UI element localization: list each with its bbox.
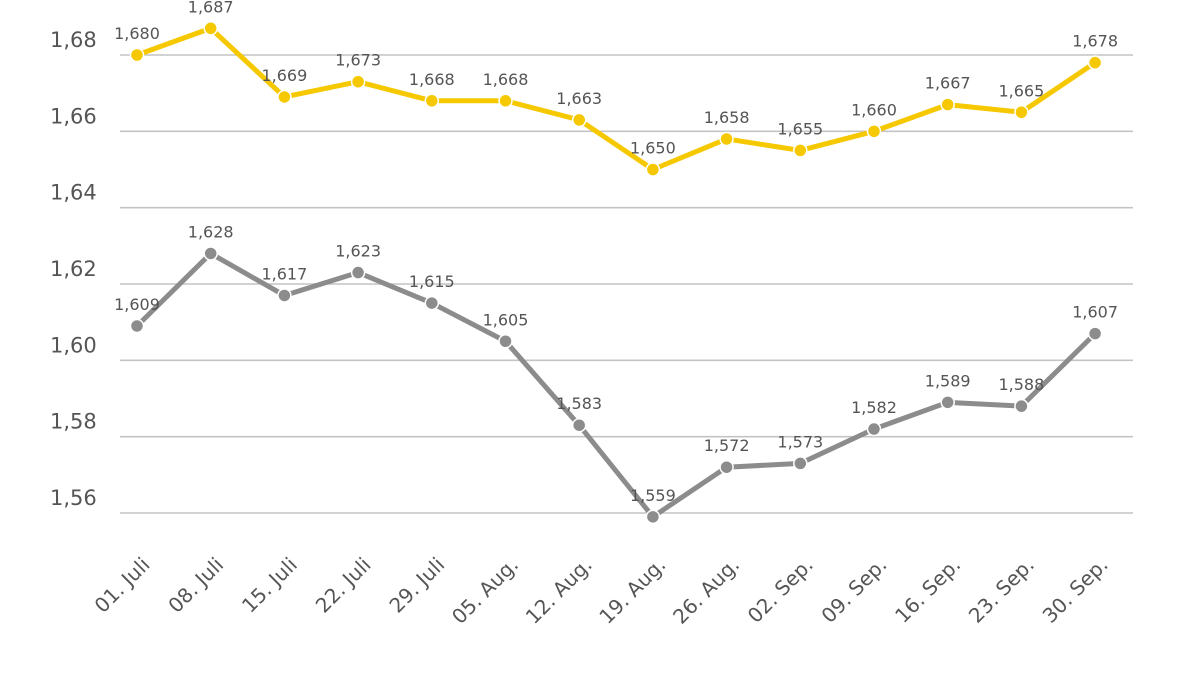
x-tick-label: 26. Aug.: [668, 553, 744, 629]
data-label: 1,668: [409, 70, 455, 89]
data-point: [129, 318, 145, 334]
data-label: 1,665: [998, 81, 1044, 100]
data-point: [940, 395, 955, 410]
data-point: [277, 288, 292, 303]
data-label: 1,628: [188, 222, 234, 241]
data-label: 1,617: [261, 264, 307, 283]
series-line: [134, 250, 1098, 520]
y-tick-label: 1,62: [50, 257, 97, 281]
x-tick-label: 29. Juli: [384, 553, 449, 618]
gridlines: [120, 54, 1133, 514]
y-tick-label: 1,66: [50, 104, 97, 128]
y-tick-label: 1,64: [50, 181, 97, 205]
data-label: 1,588: [998, 375, 1044, 394]
data-label: 1,668: [483, 70, 529, 89]
y-tick-label: 1,60: [50, 333, 97, 357]
data-label: 1,678: [1072, 32, 1118, 51]
data-label: 1,669: [261, 66, 307, 85]
data-label: 1,573: [777, 432, 823, 451]
y-tick-label: 1,68: [50, 28, 97, 52]
x-tick-label: 15. Juli: [237, 553, 302, 618]
data-point: [571, 112, 587, 128]
data-point: [498, 93, 513, 109]
data-label: 1,609: [114, 295, 160, 314]
data-point: [866, 421, 882, 437]
x-tick-label: 09. Sep.: [816, 553, 891, 628]
x-tick-label: 23. Sep.: [964, 553, 1039, 628]
data-point: [350, 74, 366, 89]
x-tick-label: 08. Juli: [163, 553, 228, 618]
y-tick-label: 1,56: [50, 486, 97, 510]
data-label: 1,680: [114, 24, 160, 43]
data-point: [424, 295, 440, 311]
data-point: [645, 509, 661, 525]
data-label: 1,559: [630, 486, 676, 505]
data-point: [350, 265, 366, 280]
x-tick-label: 12. Aug.: [521, 553, 597, 629]
data-label: 1,572: [704, 436, 750, 455]
data-point: [571, 417, 587, 433]
data-point: [1014, 398, 1029, 414]
data-label: 1,615: [409, 272, 455, 291]
data-label: 1,673: [335, 51, 381, 70]
data-point: [203, 246, 218, 261]
data-label: 1,623: [335, 242, 381, 261]
x-tick-label: 22. Juli: [311, 553, 376, 618]
x-tick-label: 05. Aug.: [447, 553, 523, 629]
data-point: [1014, 105, 1029, 120]
data-point: [1087, 326, 1103, 341]
x-tick-label: 01. Juli: [90, 553, 155, 618]
x-tick-label: 30. Sep.: [1038, 553, 1113, 628]
x-tick-label: 02. Sep.: [743, 553, 818, 628]
data-label: 1,687: [188, 0, 234, 16]
data-point: [1087, 55, 1103, 70]
x-tick-label: 16. Sep.: [890, 553, 965, 628]
data-point: [498, 334, 513, 349]
data-label: 1,655: [777, 119, 823, 138]
data-label: 1,667: [925, 74, 971, 93]
y-tick-label: 1,58: [50, 410, 97, 434]
data-label: 1,583: [556, 394, 602, 413]
data-point: [793, 143, 808, 158]
data-label: 1,607: [1072, 303, 1118, 322]
data-label: 1,660: [851, 100, 897, 119]
series-line: [134, 25, 1098, 172]
x-tick-label: 19. Aug.: [594, 553, 670, 629]
data-point: [793, 456, 808, 471]
data-point: [424, 93, 440, 109]
data-label: 1,589: [925, 371, 971, 390]
data-point: [203, 21, 218, 36]
data-point: [940, 97, 955, 112]
data-point: [129, 47, 145, 63]
series-layer: 1,680 1,687 1,669 1,673 1,668 1,668 1,663 1,650…: [114, 0, 1118, 525]
data-label: 1,663: [556, 89, 602, 108]
series-1: 1,680 1,687 1,669 1,673 1,668 1,668 1,663 1,650…: [114, 0, 1118, 177]
data-point: [719, 459, 734, 475]
data-point: [277, 89, 292, 105]
x-axis-tick-labels: 01. Juli 08. Juli 15. Juli 22. Juli 29. Juli…: [90, 553, 1113, 629]
data-label: 1,650: [630, 139, 676, 158]
y-axis-tick-labels: 1,56 1,58 1,60 1,62 1,64 1,66 1,68: [50, 28, 97, 510]
series-2: 1,609 1,628 1,617 1,623 1,615 1,605 1,583 1,559…: [114, 222, 1118, 525]
data-point: [645, 162, 661, 177]
data-point: [719, 131, 734, 147]
data-point: [866, 124, 882, 139]
data-label: 1,582: [851, 398, 897, 417]
data-label: 1,658: [704, 108, 750, 127]
data-label: 1,605: [483, 310, 529, 329]
